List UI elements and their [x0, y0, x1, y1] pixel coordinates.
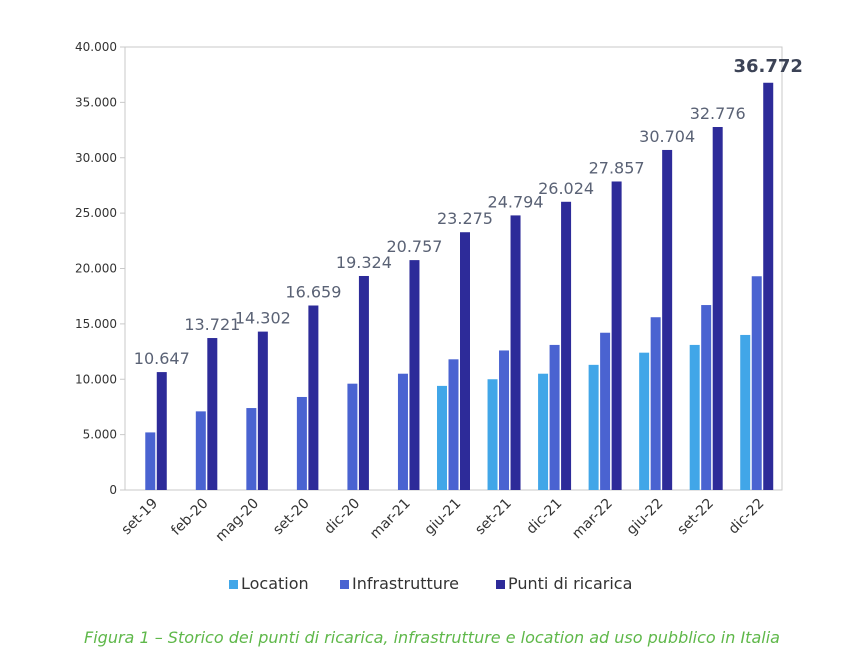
y-tick-label: 20.000 — [75, 262, 117, 276]
y-tick-label: 0 — [109, 483, 117, 497]
x-tick-label: dic-21 — [523, 496, 565, 538]
bar-punti-di-ricarica — [712, 127, 723, 490]
bar-punti-di-ricarica — [611, 181, 622, 491]
bar-infrastrutture — [650, 317, 661, 490]
x-tick-label: set-19 — [118, 496, 161, 539]
data-label: 13.721 — [184, 315, 240, 334]
x-tick-label: dic-20 — [321, 496, 363, 538]
legend-swatch-location — [229, 580, 238, 589]
bar-infrastrutture — [499, 350, 510, 490]
bar-punti-di-ricarica — [510, 215, 521, 491]
x-tick-label: feb-20 — [168, 496, 211, 539]
y-tick-label: 35.000 — [75, 95, 117, 109]
x-tick-label: giu-21 — [422, 496, 465, 539]
bar-location — [437, 385, 447, 490]
bar-location — [487, 379, 498, 490]
y-tick-label: 5.000 — [83, 428, 117, 442]
x-axis: set-19 feb-20 mag-20 set-20 dic-20 mar-21 giu-… — [118, 496, 767, 545]
x-tick-label: set-21 — [472, 496, 515, 539]
bar-infrastrutture — [397, 373, 408, 490]
y-tick-label: 30.000 — [75, 151, 117, 165]
x-tick-label: set-20 — [270, 496, 313, 539]
y-tick-label: 40.000 — [75, 40, 117, 54]
bar-punti-di-ricarica — [207, 338, 218, 490]
data-label: 26.024 — [538, 179, 594, 198]
y-tick-label: 10.000 — [75, 372, 117, 386]
bar-punti-di-ricarica — [409, 260, 420, 490]
y-axis: 0 5.000 10.000 15.000 20.000 25.000 30.000 35.0… — [75, 40, 125, 497]
bar-punti-di-ricarica — [156, 372, 167, 490]
x-tick-label: dic-22 — [726, 496, 768, 538]
data-label: 27.857 — [589, 158, 645, 177]
bar-location — [538, 373, 549, 490]
bar-infrastrutture — [296, 396, 307, 490]
data-label: 36.772 — [733, 56, 802, 77]
legend-label-location: Location — [241, 574, 309, 593]
data-label: 19.324 — [336, 253, 392, 272]
x-tick-label: mag-20 — [213, 496, 262, 545]
x-tick-label: mar-21 — [367, 496, 414, 543]
x-tick-label: giu-22 — [624, 496, 667, 539]
bar-infrastrutture — [751, 276, 762, 490]
bar-punti-di-ricarica — [662, 149, 673, 491]
bar-infrastrutture — [448, 359, 459, 490]
legend: Location Infrastrutture Punti di ricarica — [229, 574, 632, 593]
y-tick-label: 25.000 — [75, 206, 117, 220]
data-label: 23.275 — [437, 209, 493, 228]
y-tick-label: 15.000 — [75, 317, 117, 331]
bar-location — [689, 344, 700, 490]
legend-label-punti-di-ricarica: Punti di ricarica — [508, 574, 632, 593]
bar-punti-di-ricarica — [257, 331, 268, 490]
legend-swatch-punti-di-ricarica — [496, 580, 505, 589]
bars — [145, 82, 774, 491]
data-label: 16.659 — [285, 283, 341, 302]
bar-infrastrutture — [195, 411, 206, 490]
bar-punti-di-ricarica — [561, 201, 572, 491]
bar-infrastrutture — [347, 383, 358, 490]
bar-punti-di-ricarica — [763, 82, 774, 491]
data-label: 14.302 — [235, 309, 291, 328]
bar-location — [639, 352, 650, 490]
figure-caption: Figura 1 – Storico dei punti di ricarica… — [84, 628, 780, 647]
bar-infrastrutture — [701, 305, 712, 490]
data-label: 10.647 — [134, 349, 190, 368]
bar-infrastrutture — [246, 408, 257, 490]
bar-location — [740, 334, 751, 490]
x-tick-label: set-22 — [674, 496, 717, 539]
bar-punti-di-ricarica — [460, 232, 470, 490]
x-tick-label: mar-22 — [569, 496, 616, 543]
bar-punti-di-ricarica — [308, 305, 319, 490]
legend-label-infrastrutture: Infrastrutture — [352, 574, 459, 593]
data-label: 20.757 — [386, 237, 442, 256]
legend-swatch-infrastrutture — [340, 580, 349, 589]
data-label: 24.794 — [488, 192, 544, 211]
data-label: 32.776 — [690, 104, 746, 123]
bar-infrastrutture — [549, 344, 560, 490]
bar-infrastrutture — [145, 432, 156, 490]
bar-punti-di-ricarica — [358, 275, 369, 490]
bar-location — [588, 364, 599, 490]
data-label: 30.704 — [639, 127, 695, 146]
bar-infrastrutture — [600, 332, 611, 490]
